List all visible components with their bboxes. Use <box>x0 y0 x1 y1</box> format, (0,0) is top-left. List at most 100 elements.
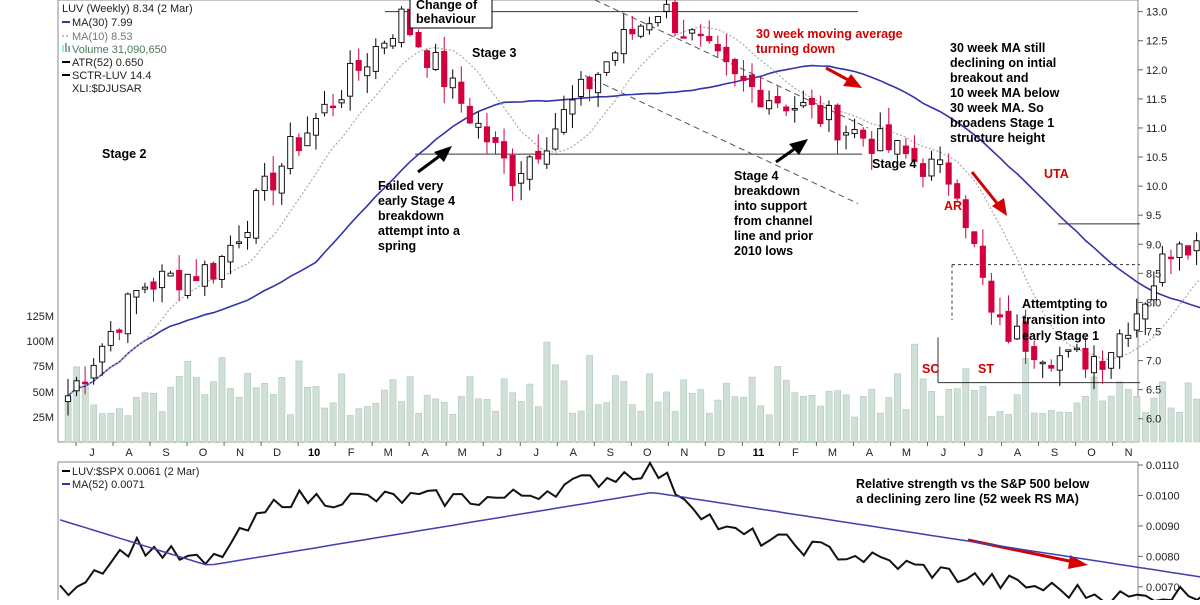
volume-bar <box>757 405 764 443</box>
ann-breakdown-6: 2010 lows <box>734 244 793 258</box>
volume-bar <box>98 413 106 443</box>
candle-down <box>1031 346 1038 361</box>
volume-tick-label: 75M <box>33 361 54 373</box>
volume-bar <box>560 380 568 443</box>
volume-bar <box>141 392 149 443</box>
ann-ma-turn-2: turning down <box>756 42 835 56</box>
volume-bar <box>1176 412 1183 443</box>
volume-bar <box>765 414 773 443</box>
x-tick-label: O <box>643 447 652 459</box>
volume-bar <box>1005 414 1012 443</box>
candle-up <box>158 270 166 289</box>
x-tick-label: M <box>828 447 837 459</box>
candle-down <box>1167 256 1174 260</box>
volume-bar <box>851 416 859 443</box>
candle-up <box>321 103 328 114</box>
arrow-ma-still <box>970 171 1007 216</box>
rs-y-tick-label: 0.0080 <box>1146 551 1180 563</box>
ann-ma-still-2: declining on intial <box>950 56 1056 70</box>
ann-breakdown-5: line and prior <box>734 229 813 243</box>
volume-bar <box>731 396 739 443</box>
candle-up <box>766 100 773 110</box>
x-tick-label: A <box>570 447 578 459</box>
candle-up <box>449 77 456 89</box>
candle-down <box>954 183 961 199</box>
candle-up <box>552 128 559 150</box>
x-tick-label: N <box>680 447 688 459</box>
volume-bar <box>1073 402 1081 443</box>
candle-up <box>141 286 149 290</box>
candle-up <box>218 256 225 280</box>
volume-bar <box>996 411 1004 443</box>
legend-ma52: MA(52) 0.0071 <box>72 479 145 491</box>
x-tick-label: F <box>792 447 799 459</box>
ann-ma-still-3: breakout and <box>950 71 1029 85</box>
y-tick-label: 12.0 <box>1146 65 1167 77</box>
x-tick-label: F <box>348 447 355 459</box>
volume-bar <box>278 377 286 443</box>
rs-legend: LUV:$SPX 0.0061 (2 Mar) MA(52) 0.0071 <box>62 466 199 491</box>
volume-bar <box>1107 395 1115 443</box>
candle-up <box>338 99 345 104</box>
ann-failed-4: attempt into a <box>378 224 461 238</box>
candle-up <box>312 118 320 136</box>
volume-tick-label: 125M <box>26 311 54 323</box>
candle-up <box>1150 285 1157 301</box>
volume-bar <box>500 378 508 443</box>
volume-bar <box>475 398 482 443</box>
candle-down <box>150 281 157 290</box>
candle-up <box>347 62 354 97</box>
candle-up <box>389 38 396 47</box>
candle-up <box>620 29 627 55</box>
x-tick-label: 10 <box>308 447 320 459</box>
candle-up <box>612 52 619 61</box>
ann-failed-5: spring <box>378 239 416 253</box>
legend-sctr: SCTR-LUV 14.4 <box>72 70 151 82</box>
volume-bar <box>953 388 961 443</box>
volume-bar <box>825 391 833 443</box>
ann-rs-1: Relative strength vs the S&P 500 below <box>856 477 1089 491</box>
volume-bar <box>312 386 320 443</box>
volume-bar <box>218 357 226 443</box>
candle-down <box>415 32 422 48</box>
ann-failed-2: early Stage 4 <box>378 194 455 208</box>
candle-down <box>885 124 892 151</box>
candle-down <box>424 50 431 68</box>
candle-down <box>1022 321 1029 352</box>
candle-up <box>689 29 696 34</box>
candle-up <box>372 46 379 72</box>
volume-bar <box>1099 400 1107 443</box>
legend-ma10: MA(10) 8.53 <box>72 31 133 43</box>
candle-up <box>124 293 131 335</box>
volume-bar <box>697 389 705 443</box>
volume-bar <box>483 399 491 443</box>
x-tick-label: D <box>717 447 725 459</box>
candle-up <box>937 159 944 165</box>
candle-up <box>235 241 243 244</box>
volume-bar <box>928 391 935 443</box>
candle-up <box>304 132 311 147</box>
volume-bar <box>782 380 790 443</box>
candle-up <box>107 331 114 346</box>
candle-up <box>1090 356 1098 374</box>
volume-bar <box>962 368 970 443</box>
volume-bar <box>449 414 457 443</box>
volume-bar <box>688 393 696 443</box>
rs-y-tick-label: 0.0070 <box>1146 582 1180 594</box>
rs-ma52-line <box>59 492 1200 578</box>
volume-bar <box>1184 382 1192 443</box>
candle-up <box>894 140 901 155</box>
volume-bar <box>466 376 474 443</box>
candle-up <box>1065 349 1072 352</box>
x-tick-label: M <box>458 447 467 459</box>
volume-bar <box>175 375 183 443</box>
volume-bar <box>774 366 782 443</box>
candle-down <box>1099 360 1106 370</box>
volume-bar <box>526 383 534 443</box>
volume-bar <box>859 396 867 443</box>
candle-down <box>501 141 508 159</box>
volume-bar <box>646 373 653 443</box>
candle-up <box>800 102 807 107</box>
volume-bar <box>988 416 995 443</box>
